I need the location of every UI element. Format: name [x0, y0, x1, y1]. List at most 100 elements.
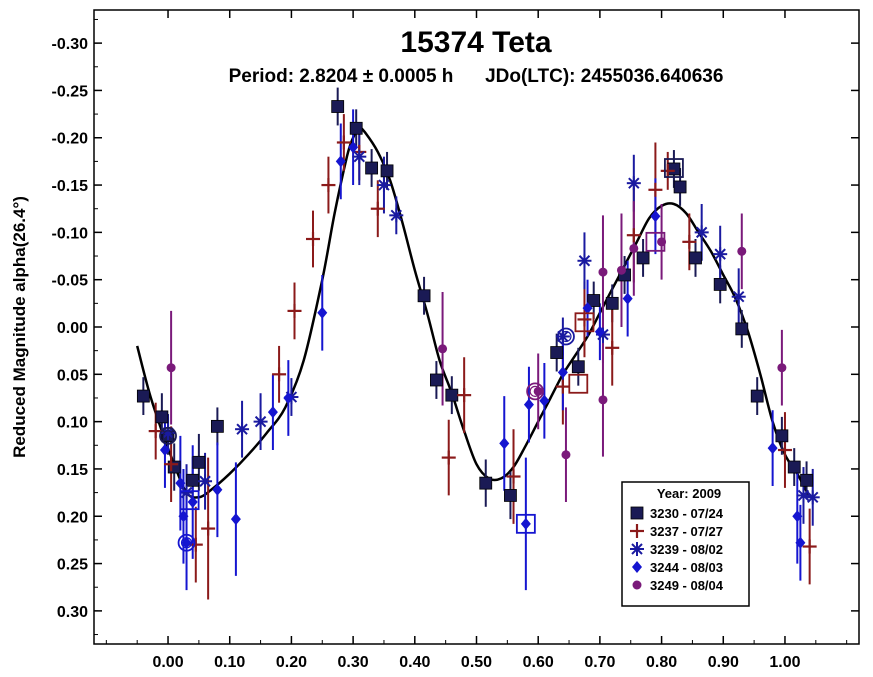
data-point-diamond	[523, 398, 534, 411]
data-point-circle	[438, 344, 448, 354]
data-point-diamond	[792, 510, 803, 523]
legend-marker-plus	[630, 524, 644, 538]
highlight-square	[179, 490, 200, 511]
data-point-diamond	[520, 517, 531, 530]
data-point-circle	[561, 450, 571, 460]
data-point-diamond	[539, 394, 550, 407]
data-point-diamond	[212, 483, 223, 496]
highlight-circle	[159, 426, 177, 445]
y-tick-label: 0.10	[57, 415, 88, 432]
data-point-plus	[660, 163, 675, 178]
y-tick-label: -0.15	[52, 178, 89, 195]
data-point-diamond	[622, 292, 633, 305]
data-point-square	[186, 473, 200, 487]
data-point-square	[735, 322, 749, 336]
data-point-diamond	[317, 306, 328, 319]
data-point-square	[800, 473, 813, 487]
data-point-square	[587, 294, 601, 307]
data-point-diamond	[175, 477, 186, 490]
data-point-plus	[577, 312, 592, 327]
highlight-marker-layer	[159, 158, 684, 552]
data-point-plus	[306, 231, 321, 246]
data-point-square	[331, 100, 345, 113]
legend-label: 3230 - 07/24	[650, 506, 724, 521]
data-point-square	[636, 251, 650, 265]
marker-stroke	[714, 248, 726, 260]
marker-stroke	[390, 209, 403, 222]
legend-label: 3237 - 07/27	[650, 524, 723, 539]
data-point-diamond	[187, 496, 198, 509]
highlight-circle-inner	[180, 537, 193, 549]
x-tick-label: 0.30	[338, 654, 369, 671]
y-axis: -0.30 -0.25 -0.20 -0.15 -0.10 -0.05 0.00 0.05 0.…	[52, 18, 859, 636]
data-point-plus	[148, 424, 163, 439]
data-point-asterisk	[626, 176, 641, 191]
highlight-circle	[557, 327, 575, 346]
highlight-square	[574, 312, 595, 333]
x-tick-label: 0.90	[708, 654, 739, 671]
data-point-diamond	[650, 210, 661, 223]
data-point-diamond	[230, 513, 241, 526]
marker-stroke	[732, 291, 745, 303]
legend-marker-circle	[632, 580, 642, 590]
y-tick-label: -0.30	[52, 36, 89, 53]
data-point-plus	[272, 367, 287, 382]
y-tick-label: 0.25	[57, 557, 88, 574]
marker-stroke	[254, 415, 267, 428]
data-point-plus	[441, 450, 456, 465]
marker-stroke	[597, 328, 609, 341]
highlight-circle-inner	[162, 430, 174, 442]
marker-stroke	[378, 179, 390, 191]
data-point-square	[689, 251, 702, 265]
data-point-circle	[777, 363, 787, 373]
highlight-circle	[177, 533, 196, 552]
data-point-circle	[598, 267, 608, 277]
data-point-square	[210, 419, 224, 433]
data-point-circle	[598, 395, 608, 405]
x-tick-label: 0.00	[152, 654, 183, 671]
legend: Year: 2009 3230 - 07/24 3237 - 07/27 3239 …	[621, 481, 750, 607]
highlight-square	[515, 513, 536, 534]
legend-label: 3239 - 08/02	[650, 542, 723, 557]
data-point-square	[136, 389, 150, 403]
data-point-asterisk	[694, 225, 709, 240]
x-tick-label: 0.50	[461, 654, 492, 671]
marker-stroke	[807, 491, 819, 504]
data-point-diamond	[594, 325, 605, 338]
marker-stroke	[631, 543, 643, 555]
y-tick-label: 0.00	[57, 320, 88, 337]
marker-stroke	[628, 177, 640, 189]
data-point-diamond	[582, 302, 593, 315]
data-point-diamond	[159, 444, 170, 457]
data-point-circle	[737, 246, 747, 256]
marker-stroke	[353, 150, 365, 163]
chart-subtitle: Period: 2.8204 ± 0.0005 h JDo(LTC): 2455…	[229, 66, 724, 87]
data-point-circle	[616, 265, 626, 275]
data-point-circle	[533, 386, 543, 396]
y-tick-label: 0.05	[57, 367, 88, 384]
data-point-plus	[370, 201, 385, 216]
data-point-diamond	[181, 536, 192, 549]
x-tick-label: 0.70	[584, 654, 615, 671]
data-point-plus	[802, 539, 817, 554]
legend-marker-square	[630, 506, 644, 520]
data-point-square	[349, 121, 363, 135]
data-point-layer	[136, 100, 820, 554]
data-point-square	[667, 162, 681, 176]
data-point-square	[417, 289, 431, 303]
highlight-circle-inner	[529, 385, 541, 397]
data-point-plus	[626, 228, 641, 243]
data-point-square	[787, 460, 801, 474]
data-point-square	[192, 455, 206, 469]
data-point-diamond	[283, 391, 294, 404]
x-tick-label: 0.20	[276, 654, 307, 671]
legend-items: 3230 - 07/24 3237 - 07/27 3239 - 08/02 3244…	[630, 506, 724, 593]
y-tick-label: -0.10	[52, 225, 89, 242]
data-point-square	[155, 410, 169, 424]
x-tick-label: 0.80	[646, 654, 677, 671]
data-point-plus	[605, 340, 620, 355]
data-point-asterisk	[713, 247, 728, 262]
data-point-diamond	[557, 366, 568, 379]
x-tick-label: 0.40	[399, 654, 430, 671]
data-point-plus	[457, 388, 472, 403]
